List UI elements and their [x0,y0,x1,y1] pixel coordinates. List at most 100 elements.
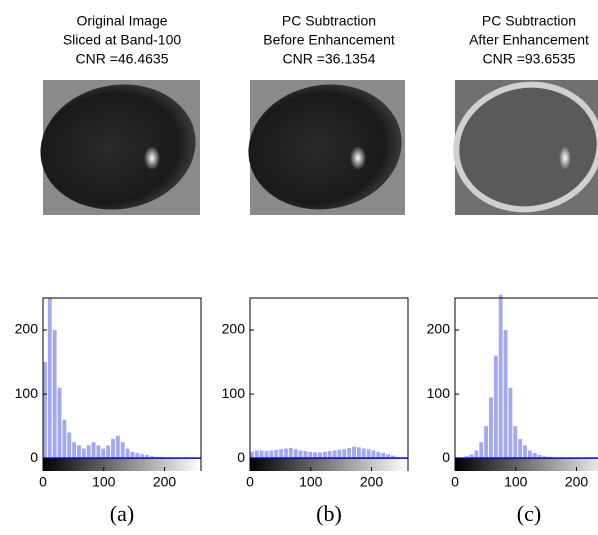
bar [322,451,327,459]
colorbar [43,458,201,471]
y-tick-label: 100 [222,385,246,401]
y-tick-label: 200 [222,321,246,337]
panel-title: CNR =93.6535 [482,51,575,67]
bar [106,445,111,459]
bar [527,450,532,459]
bar [279,449,284,459]
panel-label: (a) [110,501,134,526]
bar [366,449,371,459]
bar [135,453,140,459]
axes-frame [454,297,598,471]
bar [508,387,513,459]
axes-frame [42,297,202,471]
bar [376,451,381,459]
panel-label: (c) [517,501,541,526]
bar [298,450,303,459]
bar [352,446,356,459]
bar [145,454,149,459]
x-tick-label: 100 [299,474,323,490]
bar [52,330,57,459]
bar [72,442,77,459]
y-tick-label: 0 [442,449,450,465]
bar [62,419,67,459]
bar [308,451,313,459]
image-c [453,80,598,215]
bar [381,453,386,459]
bar [284,448,288,459]
y-tick-label: 0 [30,449,38,465]
x-tick-label: 100 [504,474,528,490]
bar [464,456,469,459]
bar [274,449,279,459]
bar [537,454,542,459]
bar [43,362,47,459]
y-tick-label: 200 [15,321,39,337]
bar [91,442,96,459]
bar [327,451,332,459]
bar [264,451,269,459]
bar [313,452,318,459]
axes-frame [249,297,409,471]
panel-title: Original Image [76,13,167,29]
panel-title: CNR =36.1354 [282,51,375,67]
bar [125,448,130,459]
bar [332,450,337,459]
bar [347,447,352,459]
bar [81,448,86,459]
panel-title: Sliced at Band-100 [63,32,182,48]
bar [288,447,293,459]
bar [101,448,106,459]
bar [479,442,484,459]
panel-title: PC Subtraction [282,13,376,29]
bar [86,445,91,459]
bar [503,330,508,459]
bar [111,438,115,459]
bar [120,442,125,459]
y-tick-label: 100 [15,385,39,401]
bar [489,397,493,459]
bar [532,453,537,459]
panel-title: PC Subtraction [482,13,576,29]
bar [269,450,274,459]
bar [337,449,342,459]
x-tick-label: 200 [565,474,589,490]
panel-label: (b) [316,501,342,526]
panel-title: Before Enhancement [263,32,395,48]
image-a [40,80,200,215]
bar [149,456,154,459]
image-b [248,80,405,215]
panel-title: CNR =46.4635 [75,51,168,67]
bar [57,387,62,459]
y-tick-label: 200 [427,321,451,337]
bar [318,452,322,459]
bar [542,456,547,459]
bar [518,438,523,459]
bar [259,450,264,459]
bar [513,426,518,459]
x-tick-label: 0 [39,474,47,490]
x-tick-label: 200 [153,474,177,490]
x-tick-label: 0 [451,474,459,490]
bar [498,294,503,459]
x-tick-label: 100 [92,474,116,490]
bar [342,449,347,459]
colorbar [455,458,598,471]
y-tick-label: 0 [237,449,245,465]
bar [371,450,376,459]
x-tick-label: 0 [246,474,254,490]
bar [96,445,101,459]
bar [493,355,498,459]
bar [523,445,527,459]
x-tick-label: 200 [360,474,384,490]
bar [356,447,361,459]
colorbar [250,458,408,471]
bar [115,435,120,459]
bar [77,445,81,459]
bar [250,451,254,459]
bar [293,449,298,459]
bar [484,426,489,459]
y-tick-label: 100 [427,385,451,401]
bar [469,454,474,459]
